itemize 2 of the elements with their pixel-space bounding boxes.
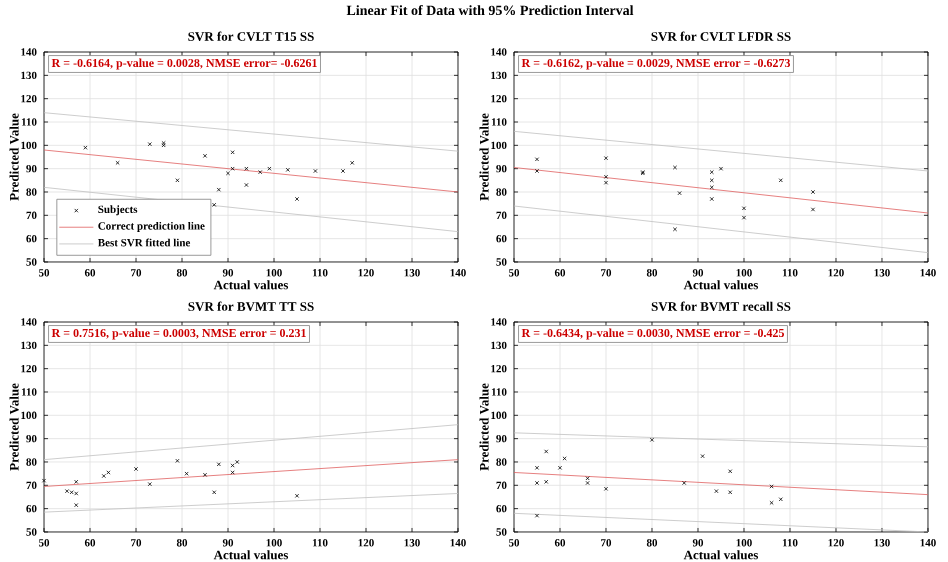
point bbox=[810, 189, 816, 195]
point bbox=[534, 480, 540, 486]
